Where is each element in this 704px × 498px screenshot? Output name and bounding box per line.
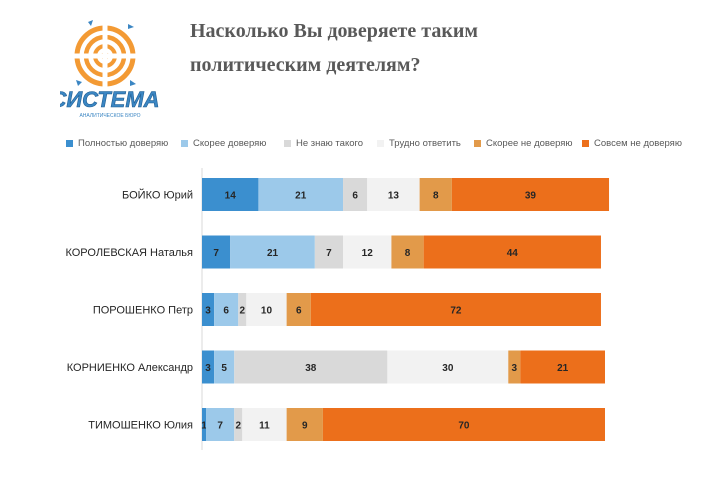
legend-item: Трудно ответить [377,138,461,149]
bar-segment [242,408,287,441]
bar-segment [508,350,521,384]
data-label: 7 [326,248,332,259]
bar-segment [206,408,235,441]
data-label: 21 [557,363,569,374]
legend-item: Не знаю такого [284,138,363,149]
bar-segment [423,235,601,269]
legend-swatch [284,140,291,147]
data-label: 5 [221,363,227,374]
data-label: 30 [442,363,454,374]
data-label: 3 [205,363,211,374]
data-label: 6 [296,306,302,317]
bar-segment [391,235,424,269]
bar-segment [419,178,452,211]
data-label: 14 [225,191,237,202]
data-label: 8 [405,248,411,259]
legend-swatch [582,140,589,147]
legend-swatch [66,140,73,147]
data-label: 3 [205,306,211,317]
legend-item: Полностью доверяю [66,138,168,149]
data-label: 1 [201,421,207,432]
bar-segment [214,293,239,326]
bar-segment [343,235,392,269]
data-label: 8 [433,191,439,202]
bar-segment [314,235,344,269]
category-label: БОЙКО Юрий [122,189,193,202]
legend-label: Трудно ответить [389,138,461,149]
chart-title: Насколько Вы доверяете таким политически… [190,14,670,82]
bar-segment [202,293,215,326]
data-label: 7 [217,421,223,432]
data-label: 13 [388,191,400,202]
bar-segment [230,235,315,269]
legend-label: Совсем не доверяю [594,138,682,149]
category-label: ПОРОШЕНКО Петр [93,305,193,317]
legend-label: Скорее доверяю [193,138,267,149]
legend-swatch [474,140,481,147]
data-label: 21 [267,248,279,259]
data-label: 70 [458,421,470,432]
bar-segment [310,293,601,326]
bar-segment [202,235,231,269]
logo: СИСТЕМА АНАЛИТИЧЕСКОЕ БЮРО [60,20,160,119]
legend-swatch [181,140,188,147]
legend-label: Полностью доверяю [78,138,169,149]
bar-segment [214,350,235,384]
bar-segment [451,178,610,211]
bar-segment [387,350,509,384]
bar-segment [258,178,344,211]
data-label: 11 [259,421,270,432]
bar-segment [202,350,215,384]
bar-segment [238,293,247,326]
data-label: 3 [512,363,518,374]
bar-segment [234,350,388,384]
data-label: 38 [305,363,317,374]
bar-segment [286,293,311,326]
logo-emblem-icon [69,20,141,92]
bar-segment [202,408,207,441]
legend-item: Скорее не доверяю [474,138,573,149]
legend-label: Не знаю такого [296,138,364,149]
data-label: 10 [261,306,273,317]
chart-title-line-1: Насколько Вы доверяете таким [190,20,478,42]
category-label: ТИМОШЕНКО Юлия [88,420,193,432]
legend-item: Совсем не доверяю [582,138,682,149]
logo-wordmark: СИСТЕМА [60,87,160,112]
logo-tagline: АНАЛИТИЧЕСКОЕ БЮРО [79,113,140,119]
data-label: 21 [295,191,307,202]
category-label: КОРОЛЕВСКАЯ Наталья [65,247,193,259]
data-label: 39 [525,191,537,202]
legend-item: Скорее доверяю [181,138,266,149]
bar-segment [202,178,259,211]
data-label: 9 [302,421,308,432]
data-label: 6 [352,191,358,202]
legend-label: Скорее не доверяю [486,138,573,149]
bar-segment [234,408,243,441]
data-label: 7 [213,248,219,259]
data-label: 12 [362,248,374,259]
bar-segment [286,408,323,441]
category-label: КОРНИЕНКО Александр [67,362,193,374]
bar-segment [520,350,605,384]
data-label: 6 [223,306,229,317]
bar-segment [322,408,605,441]
bar-segment [246,293,287,326]
data-label: 72 [450,306,462,317]
chart-title-line-2: политическим деятелям? [190,54,421,76]
legend: Полностью доверяю Скорее доверяю Не знаю т… [66,138,686,152]
data-label: 44 [507,248,519,259]
legend-swatch [377,140,384,147]
data-label: 2 [235,421,241,432]
bar-segment [343,178,368,211]
data-label: 2 [240,306,246,317]
bar-segment [367,178,420,211]
